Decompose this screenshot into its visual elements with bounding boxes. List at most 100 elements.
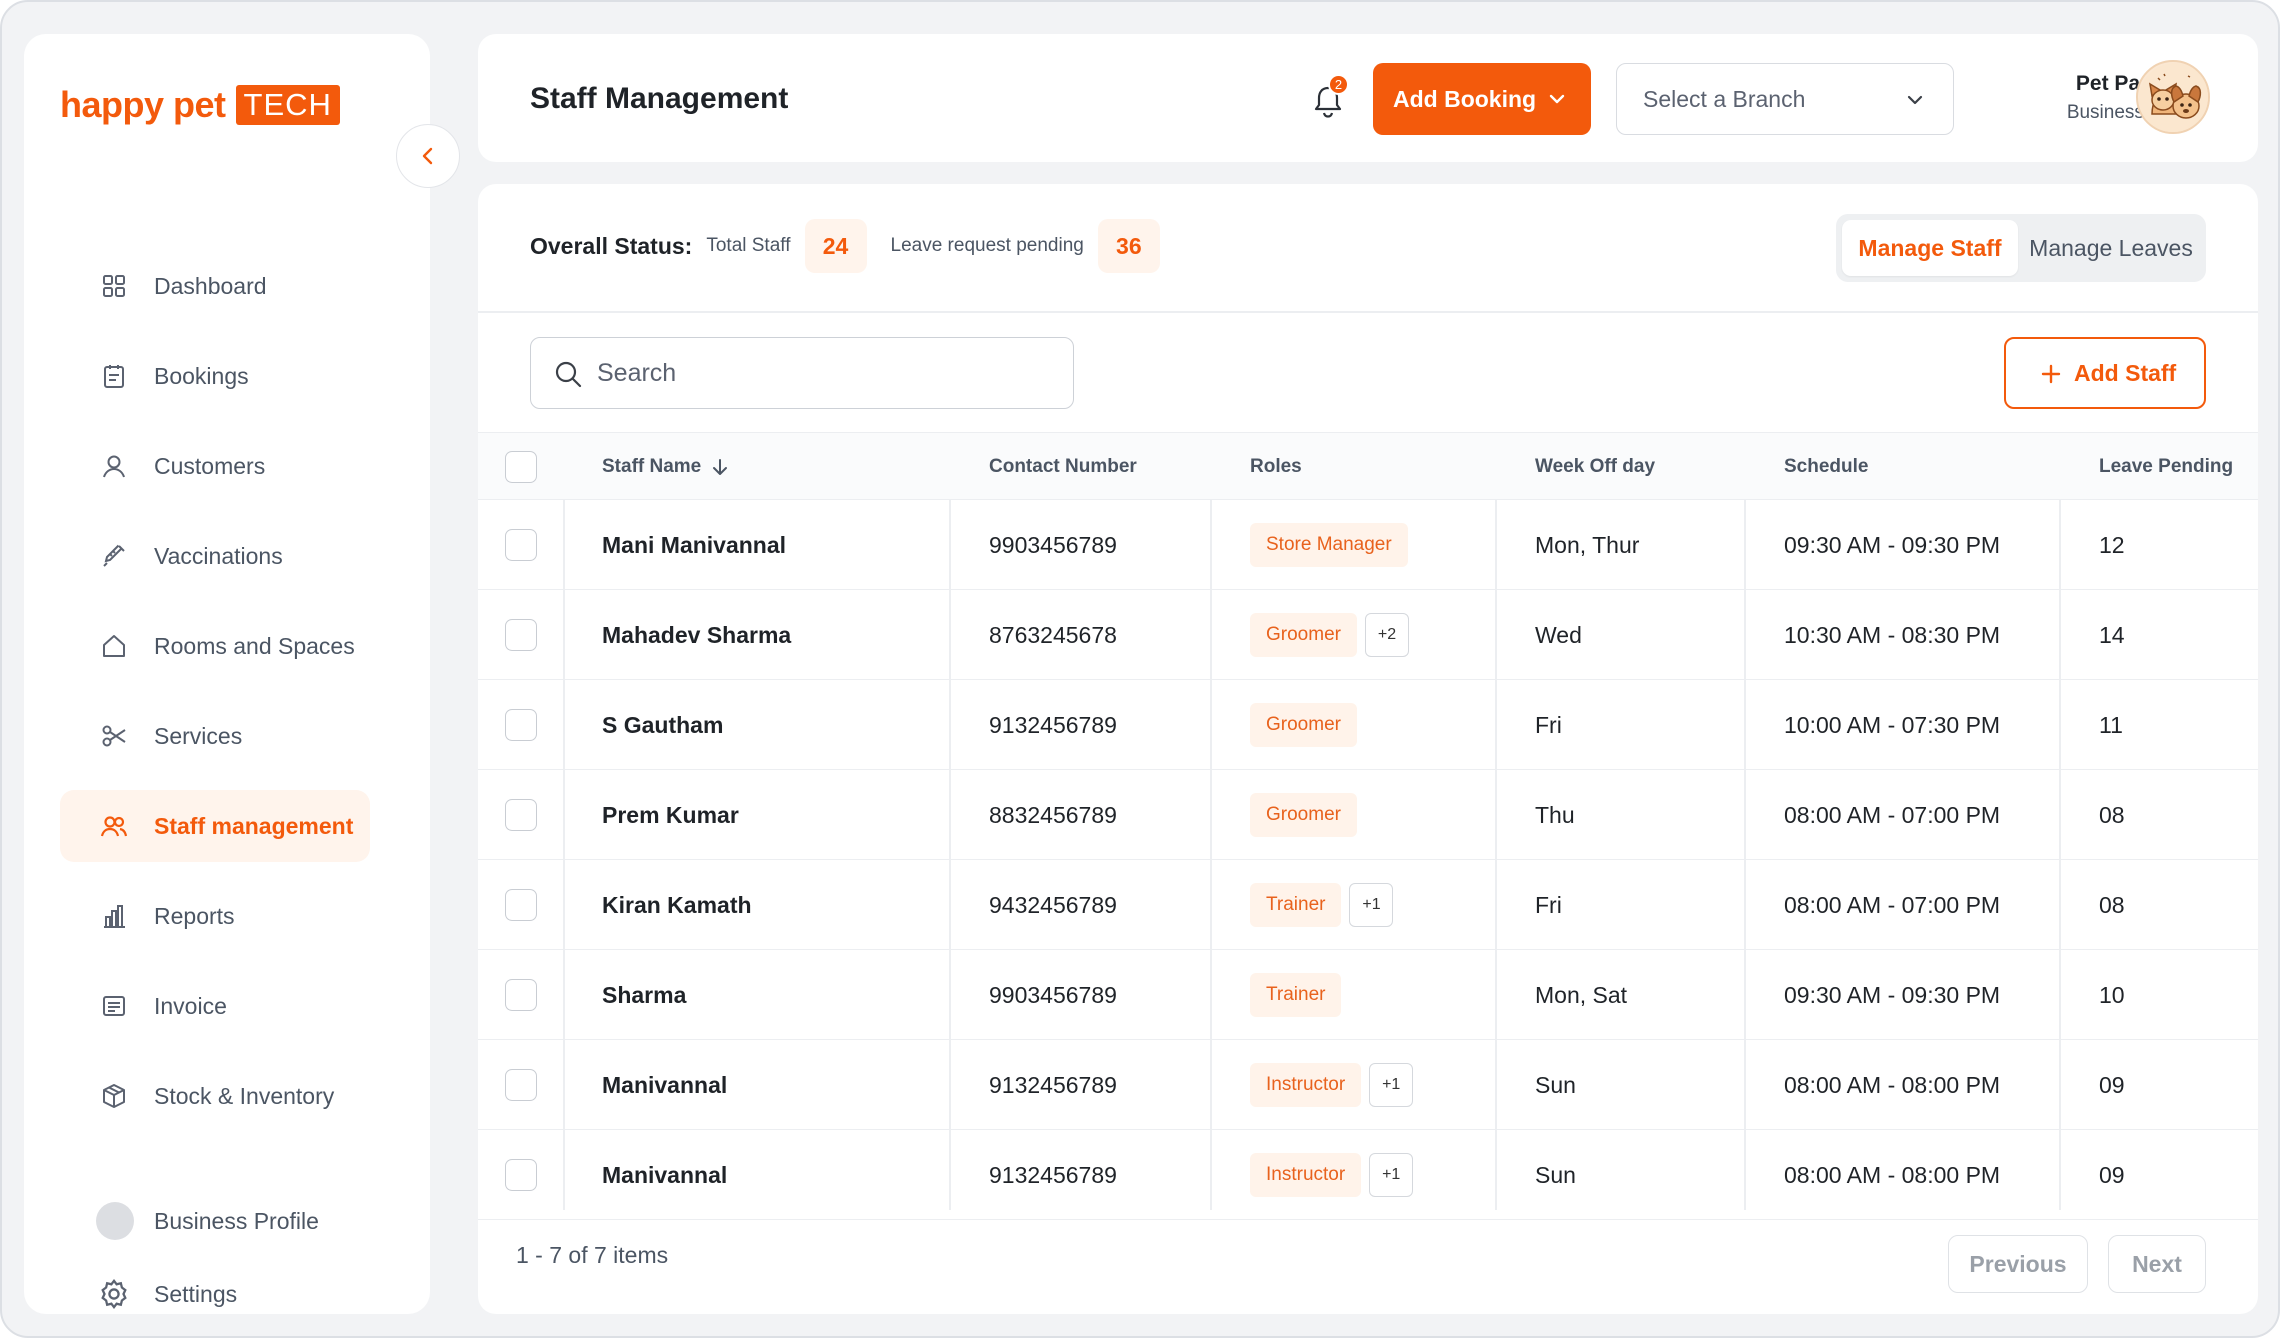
sidebar-item-customers[interactable]: Customers [60, 430, 370, 502]
chevron-down-icon [1549, 94, 1565, 104]
search-icon [555, 361, 582, 388]
contact-number: 9132456789 [989, 711, 1117, 738]
staff-name: Kiran Kamath [602, 891, 752, 918]
sidebar-item-invoice[interactable]: Invoice [60, 970, 370, 1042]
leave-pending: 08 [2099, 891, 2125, 918]
box-icon [103, 1084, 125, 1108]
sidebar-item-bookings[interactable]: Bookings [60, 340, 370, 412]
tab-manage-leaves[interactable]: Manage Leaves [2029, 234, 2193, 261]
role-badge: Groomer [1250, 613, 1357, 657]
previous-page-button[interactable]: Previous [1948, 1235, 2088, 1293]
row-checkbox[interactable] [505, 709, 537, 741]
user-icon [103, 455, 125, 478]
search-placeholder: Search [597, 358, 677, 387]
next-page-button[interactable]: Next [2108, 1235, 2206, 1293]
role-badge: Groomer [1250, 793, 1357, 837]
schedule: 10:30 AM - 08:30 PM [1784, 621, 2001, 648]
row-checkbox[interactable] [505, 529, 537, 561]
column-schedule: Schedule [1784, 456, 1869, 477]
overall-status: Overall Status: Total Staff 24 Leave req… [530, 216, 1184, 276]
clipboard-icon [104, 365, 124, 388]
home-icon [103, 635, 125, 657]
roles-cell: Trainer [1250, 950, 1342, 1040]
sidebar-item-services[interactable]: Services [60, 700, 370, 772]
column-header-label: Staff Name [602, 456, 702, 477]
sidebar-item-business-profile[interactable]: Business Profile [60, 1185, 370, 1257]
row-checkbox[interactable] [505, 619, 537, 651]
branch-select[interactable]: Select a Branch [1616, 63, 1954, 135]
sidebar-item-vaccinations[interactable]: Vaccinations [60, 520, 370, 592]
week-off-day: Fri [1535, 711, 1562, 738]
search-input[interactable]: Search [530, 337, 1074, 409]
column-staff-name[interactable]: Staff Name [602, 433, 731, 501]
sidebar-item-rooms-and-spaces[interactable]: Rooms and Spaces [60, 610, 370, 682]
staff-name: Manivannal [602, 1161, 728, 1188]
sort-down-icon[interactable] [709, 456, 731, 478]
week-off-day: Wed [1535, 621, 1582, 648]
table-row[interactable]: Manivannal 9132456789 Instructor +1 Sun 08:00… [478, 1130, 2258, 1220]
sidebar-item-staff-management[interactable]: Staff management [60, 790, 370, 862]
row-checkbox[interactable] [505, 1069, 537, 1101]
more-roles-badge[interactable]: +1 [1369, 1153, 1414, 1197]
contact-number: 9903456789 [989, 981, 1117, 1008]
schedule: 08:00 AM - 07:00 PM [1784, 801, 2001, 828]
overall-status-label: Overall Status: [530, 232, 693, 259]
row-checkbox[interactable] [505, 979, 537, 1011]
page-title: Staff Management [530, 82, 789, 115]
leave-pending: 08 [2099, 801, 2125, 828]
week-off-day: Thu [1535, 801, 1575, 828]
add-staff-button[interactable]: Add Staff [2004, 337, 2206, 409]
week-off-day: Mon, Sat [1535, 981, 1628, 1008]
leave-pending: 09 [2099, 1071, 2125, 1098]
table-row[interactable]: Manivannal 9132456789 Instructor +1 Sun 08:00… [478, 1040, 2258, 1130]
table-row[interactable]: Mani Manivannal 9903456789 Store Manager Mo… [478, 500, 2258, 590]
sidebar-item-label: Invoice [154, 992, 227, 1019]
more-roles-badge[interactable]: +2 [1364, 613, 1409, 657]
user-avatar[interactable] [2136, 60, 2210, 134]
roles-cell: Store Manager [1250, 500, 1408, 590]
sidebar-item-reports[interactable]: Reports [60, 880, 370, 952]
leave-pending: 10 [2099, 981, 2125, 1008]
more-roles-badge[interactable]: +1 [1369, 1063, 1414, 1107]
schedule: 08:00 AM - 08:00 PM [1784, 1161, 2001, 1188]
table-row[interactable]: Sharma 9903456789 Trainer Mon, Sat 09:30 AM … [478, 950, 2258, 1040]
total-staff-badge: 24 [804, 219, 867, 273]
table-row[interactable]: S Gautham 9132456789 Groomer Fri 10:00 AM - … [478, 680, 2258, 770]
sidebar-item-settings[interactable]: Settings [60, 1258, 370, 1330]
sidebar-item-label: Reports [154, 902, 235, 929]
table-header: Staff Name Contact Number Roles Week Off… [478, 432, 2258, 500]
column-contact-number: Contact Number [989, 456, 1137, 477]
role-badge: Instructor [1250, 1063, 1362, 1107]
grid-icon [103, 275, 125, 297]
table-row[interactable]: Kiran Kamath 9432456789 Trainer +1 Fri 08:00 … [478, 860, 2258, 950]
leave-pending: 14 [2099, 621, 2125, 648]
sidebar-item-stock-inventory[interactable]: Stock & Inventory [60, 1060, 370, 1132]
plus-icon [2041, 364, 2061, 384]
roles-cell: Groomer +2 [1250, 590, 1409, 680]
leave-pending-badge: 36 [1097, 219, 1160, 273]
row-checkbox[interactable] [505, 889, 537, 921]
add-booking-button[interactable]: Add Booking [1373, 63, 1591, 135]
invoice-icon [103, 996, 125, 1016]
table-row[interactable]: Prem Kumar 8832456789 Groomer Thu 08:00 AM -… [478, 770, 2258, 860]
column-leave-pending: Leave Pending [2099, 456, 2234, 477]
more-roles-badge[interactable]: +1 [1349, 883, 1394, 927]
schedule: 10:00 AM - 07:30 PM [1784, 711, 2001, 738]
row-checkbox[interactable] [505, 799, 537, 831]
roles-cell: Groomer [1250, 680, 1357, 770]
contact-number: 9132456789 [989, 1161, 1117, 1188]
syringe-icon [103, 544, 125, 567]
scissors-icon [102, 725, 126, 747]
select-all-checkbox[interactable] [505, 451, 537, 483]
sidebar-item-label: Staff management [154, 812, 354, 839]
schedule: 08:00 AM - 08:00 PM [1784, 1071, 2001, 1098]
table-row[interactable]: Mahadev Sharma 8763245678 Groomer +2 Wed 10:3… [478, 590, 2258, 680]
brand-logo[interactable]: happy pet TECH [60, 84, 340, 126]
sidebar-item-dashboard[interactable]: Dashboard [60, 250, 370, 322]
sidebar-item-label: Business Profile [154, 1207, 319, 1234]
week-off-day: Sun [1535, 1071, 1576, 1098]
collapse-sidebar-button[interactable] [396, 124, 460, 188]
add-booking-label: Add Booking [1393, 85, 1537, 112]
tab-manage-staff[interactable]: Manage Staff [1842, 220, 2018, 276]
row-checkbox[interactable] [505, 1159, 537, 1191]
